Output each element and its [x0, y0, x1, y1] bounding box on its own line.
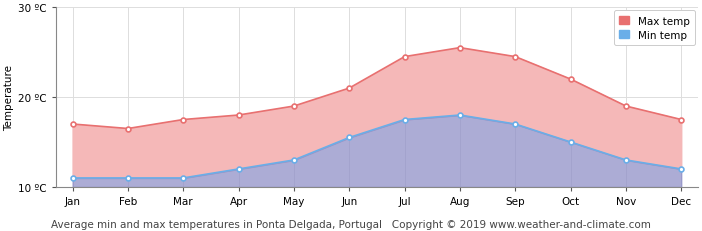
Y-axis label: Temperature: Temperature [4, 65, 14, 131]
Text: Average min and max temperatures in Ponta Delgada, Portugal   Copyright © 2019 w: Average min and max temperatures in Pont… [51, 219, 651, 229]
Legend: Max temp, Min temp: Max temp, Min temp [614, 11, 695, 46]
